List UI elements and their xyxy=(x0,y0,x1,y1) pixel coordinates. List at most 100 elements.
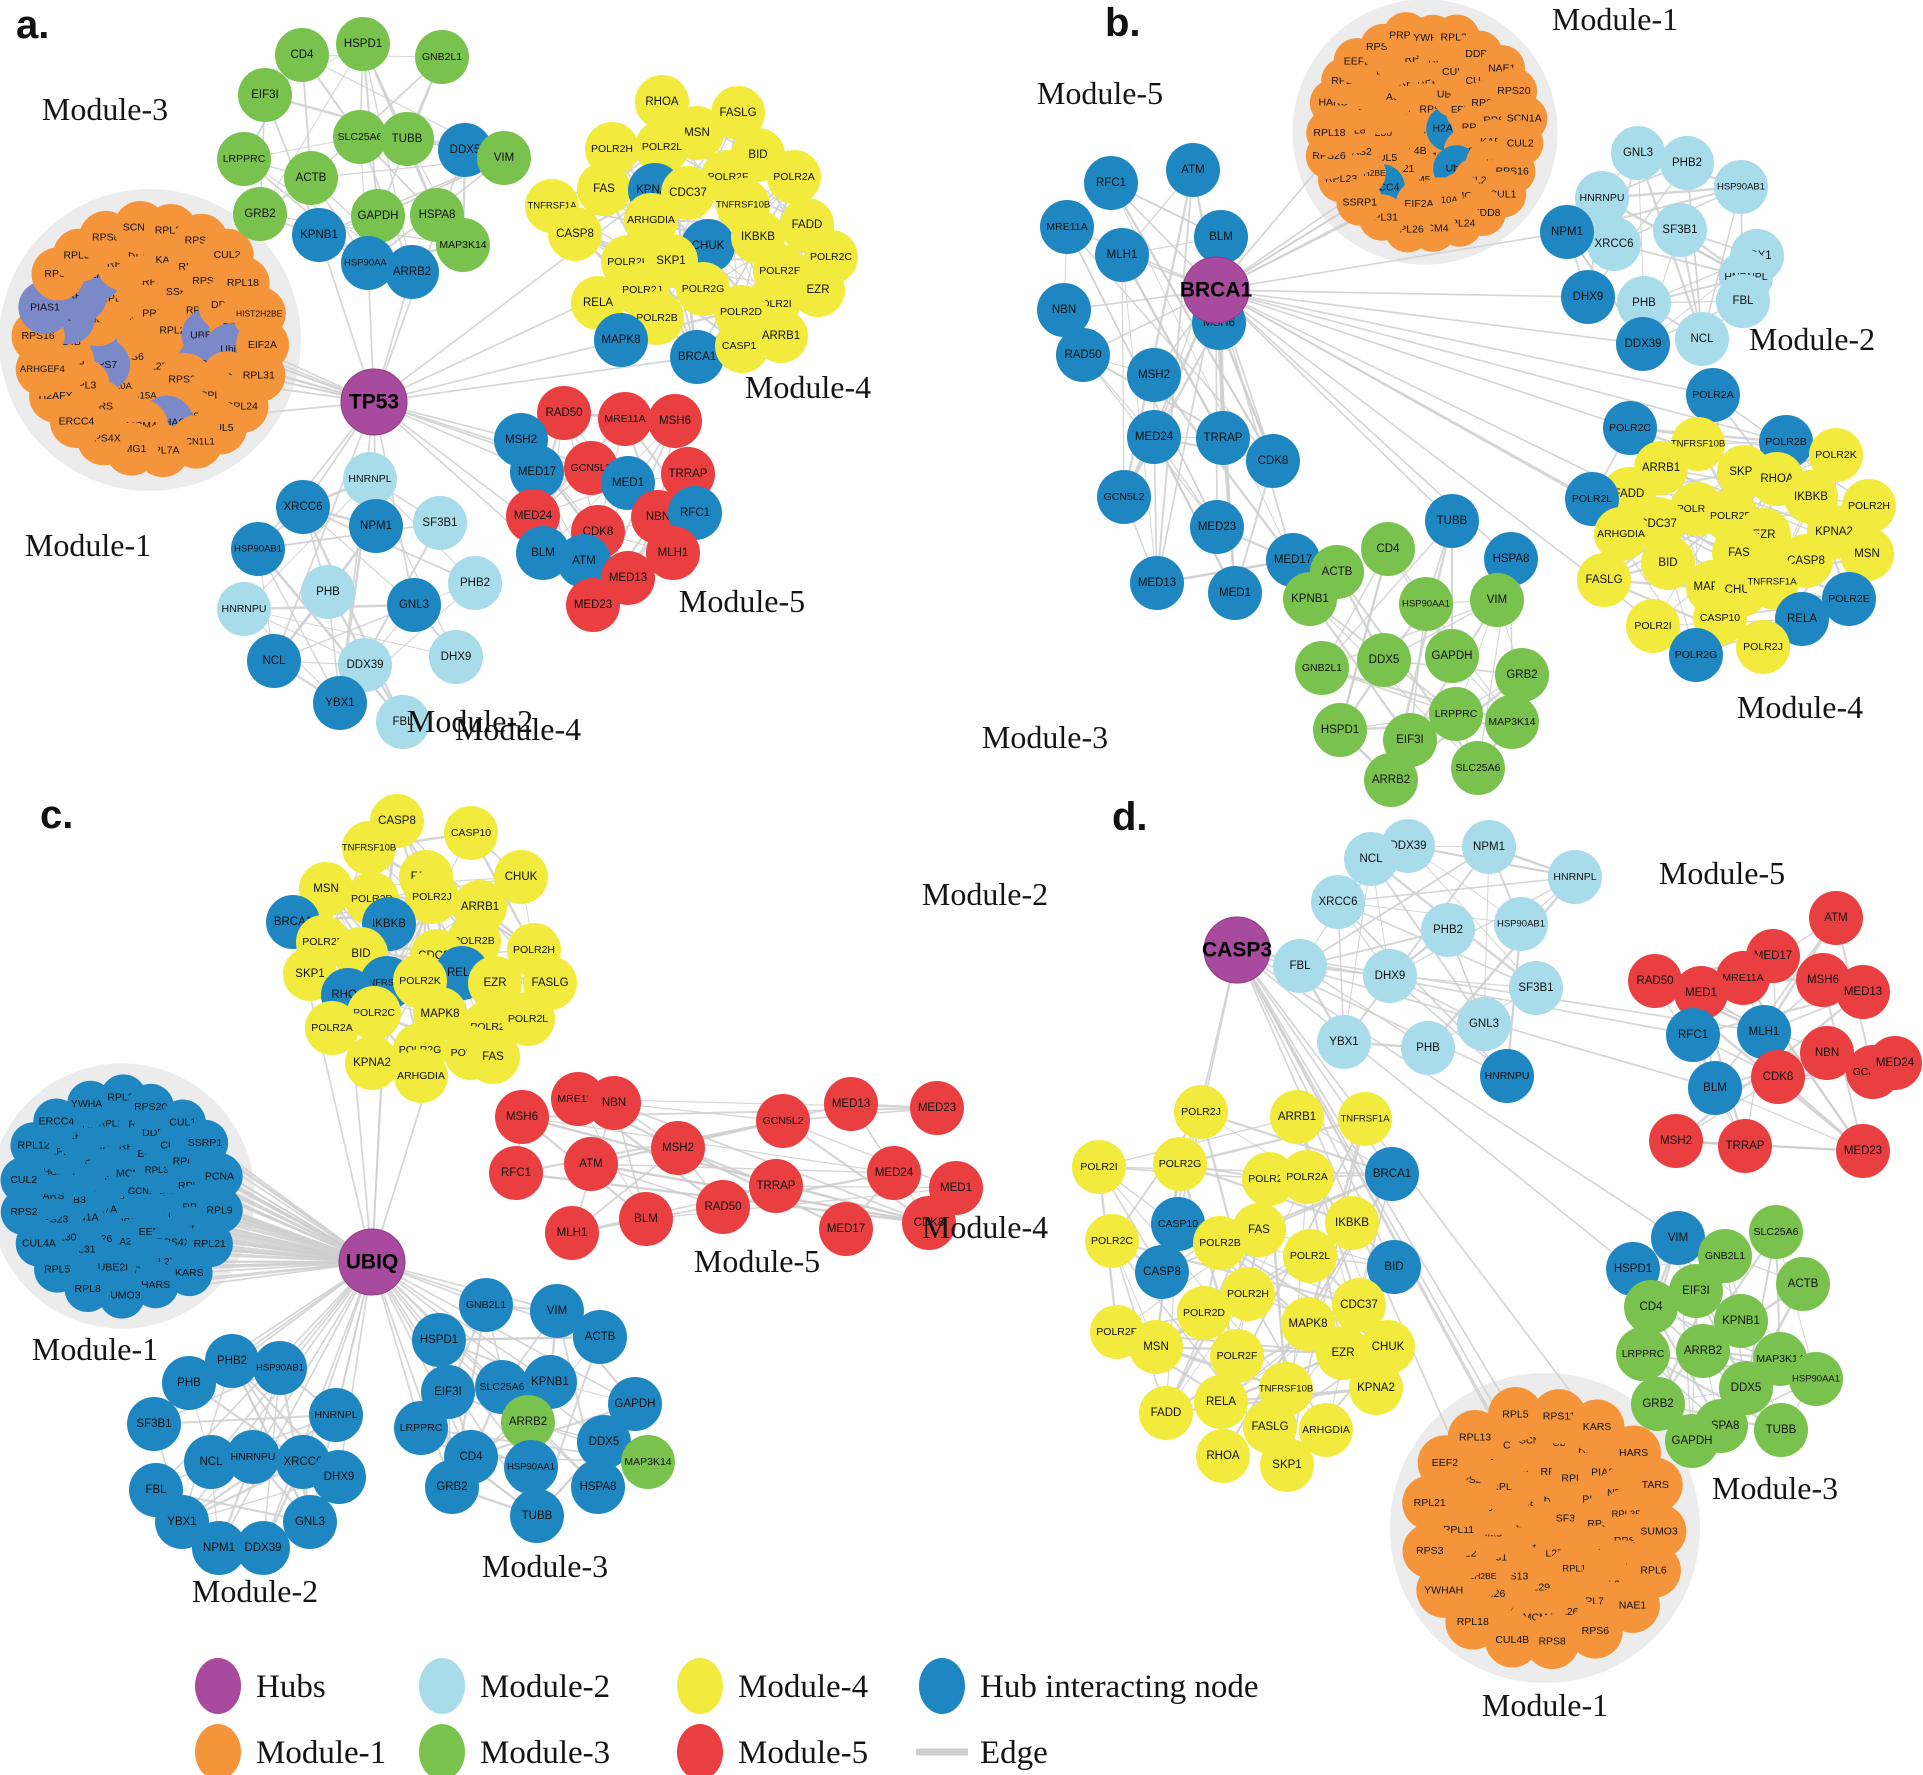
node-ARHGDIA[interactable] xyxy=(394,1049,448,1103)
node-EZR[interactable] xyxy=(468,956,522,1010)
node-GNB2L1[interactable] xyxy=(1295,641,1349,695)
node-MED13[interactable] xyxy=(1130,556,1184,610)
node-EIF3I[interactable] xyxy=(1383,713,1437,767)
node-HNRNPL[interactable] xyxy=(309,1388,363,1442)
node-PHB2[interactable] xyxy=(1421,903,1475,957)
node-NCL[interactable] xyxy=(1344,832,1398,886)
node-ARHGDIA[interactable] xyxy=(1299,1403,1353,1457)
hub-node-TP53[interactable] xyxy=(340,368,408,436)
node-BLM[interactable] xyxy=(1688,1061,1742,1115)
node-RPL5[interactable] xyxy=(1488,1387,1543,1442)
node-EZR[interactable] xyxy=(1316,1326,1370,1380)
node-MED24[interactable] xyxy=(867,1146,921,1200)
node-HNRNPU[interactable] xyxy=(1575,171,1629,225)
node-MLH1[interactable] xyxy=(1095,228,1149,282)
node-CDK8[interactable] xyxy=(902,1196,956,1250)
node-POLR2H[interactable] xyxy=(1221,1267,1275,1321)
node-HNRNPL[interactable] xyxy=(343,452,397,506)
node-GRB2[interactable] xyxy=(1631,1377,1685,1431)
node-POLR2L[interactable] xyxy=(501,992,555,1046)
node-GNL3[interactable] xyxy=(1611,126,1665,180)
node-CDK8[interactable] xyxy=(1246,434,1300,488)
node-MSH6[interactable] xyxy=(495,1090,549,1144)
node-POLR2G[interactable] xyxy=(1153,1137,1207,1191)
node-GCN5L2[interactable] xyxy=(1097,470,1151,524)
node-MED17[interactable] xyxy=(510,445,564,499)
node-POLR2I[interactable] xyxy=(1626,599,1680,653)
node-MLH1[interactable] xyxy=(646,526,700,580)
node-TUBB[interactable] xyxy=(510,1489,564,1543)
node-RAD50[interactable] xyxy=(1628,954,1682,1008)
node-NPM1[interactable] xyxy=(192,1521,246,1575)
node-CD4[interactable] xyxy=(1361,522,1415,576)
node-NCL[interactable] xyxy=(247,634,301,688)
node-ARRB1[interactable] xyxy=(1270,1090,1324,1144)
node-RPS2[interactable] xyxy=(0,1188,48,1236)
node-CHUK[interactable] xyxy=(1361,1320,1415,1374)
node-VIM[interactable] xyxy=(530,1284,584,1338)
node-BID[interactable] xyxy=(1367,1240,1421,1294)
node-GNL3[interactable] xyxy=(387,578,441,632)
node-MED13[interactable] xyxy=(824,1077,878,1131)
node-XRCC6[interactable] xyxy=(1587,217,1641,271)
node-MED1[interactable] xyxy=(1674,966,1728,1020)
node-PHB2[interactable] xyxy=(448,556,502,610)
node-MED24[interactable] xyxy=(1127,410,1181,464)
node-POLR2C[interactable] xyxy=(1603,401,1657,455)
node-NPM1[interactable] xyxy=(349,499,403,553)
node-NPM1[interactable] xyxy=(1540,205,1594,259)
node-PHB[interactable] xyxy=(301,565,355,619)
node-RFC1[interactable] xyxy=(489,1146,543,1200)
node-RAD50[interactable] xyxy=(537,386,591,440)
node-MLH1[interactable] xyxy=(1737,1005,1791,1059)
node-HSP90AB1[interactable] xyxy=(1494,897,1548,951)
node-MRE11A[interactable] xyxy=(598,392,652,446)
node-ARRB2[interactable] xyxy=(1676,1324,1730,1378)
hub-node-CASP3[interactable] xyxy=(1203,916,1271,984)
node-MSN[interactable] xyxy=(299,862,353,916)
node-HSP90AA1[interactable] xyxy=(1399,577,1453,631)
node-CASP10[interactable] xyxy=(444,806,498,860)
node-MED24[interactable] xyxy=(1868,1036,1922,1090)
node-ACTB[interactable] xyxy=(1776,1257,1830,1311)
node-PHB[interactable] xyxy=(1617,276,1671,330)
node-SF3B1[interactable] xyxy=(1653,203,1707,257)
node-VIM[interactable] xyxy=(1470,573,1524,627)
node-MAP3K14[interactable] xyxy=(436,218,490,272)
node-KPNB1[interactable] xyxy=(1283,572,1337,626)
node-YBX1[interactable] xyxy=(313,676,367,730)
node-ATM[interactable] xyxy=(1166,143,1220,197)
node-ARRB1[interactable] xyxy=(754,309,808,363)
hub-node-BRCA1[interactable] xyxy=(1182,256,1250,324)
node-KPNB1[interactable] xyxy=(1714,1294,1768,1348)
node-PHB2[interactable] xyxy=(205,1334,259,1388)
hub-node-UBIQ[interactable] xyxy=(338,1228,406,1296)
node-SKP1[interactable] xyxy=(1260,1438,1314,1492)
node-CHUK[interactable] xyxy=(494,850,548,904)
node-BLM[interactable] xyxy=(1194,210,1248,264)
node-TRRAP[interactable] xyxy=(1196,411,1250,465)
node-RELA[interactable] xyxy=(1194,1375,1248,1429)
node-SF3B1[interactable] xyxy=(413,496,467,550)
node-POLR2D[interactable] xyxy=(1177,1286,1231,1340)
node-POLR2F[interactable] xyxy=(1210,1329,1264,1383)
node-DDX5[interactable] xyxy=(1719,1361,1773,1415)
node-ERCC4[interactable] xyxy=(33,1098,80,1145)
node-POLR2A[interactable] xyxy=(1686,368,1740,422)
node-MAPK8[interactable] xyxy=(594,313,648,367)
node-TUBB[interactable] xyxy=(1425,494,1479,548)
node-POLR2C[interactable] xyxy=(347,986,401,1040)
node-RPS8[interactable] xyxy=(1524,1614,1580,1670)
node-POLR2L[interactable] xyxy=(635,120,689,174)
node-HSPA8[interactable] xyxy=(571,1460,625,1514)
node-CDC37[interactable] xyxy=(1332,1278,1386,1332)
node-POLR2B[interactable] xyxy=(1193,1216,1247,1270)
node-MAP3K14[interactable] xyxy=(621,1435,675,1489)
node-RFC1[interactable] xyxy=(1666,1008,1720,1062)
node-POLR2I[interactable] xyxy=(1072,1140,1126,1194)
node-DDX39[interactable] xyxy=(236,1521,290,1575)
node-XRCC6[interactable] xyxy=(276,480,330,534)
node-DHX9[interactable] xyxy=(1363,949,1417,1003)
node-EIF3I[interactable] xyxy=(238,68,292,122)
node-RPL18[interactable] xyxy=(1445,1594,1501,1650)
